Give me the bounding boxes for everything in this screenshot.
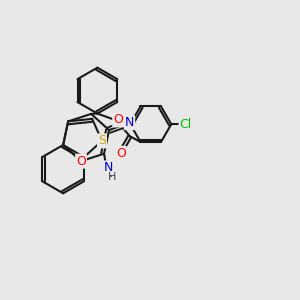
Text: O: O (116, 147, 126, 160)
Text: S: S (98, 134, 106, 147)
Text: N: N (103, 161, 113, 175)
Text: O: O (113, 113, 123, 127)
Text: N: N (125, 116, 134, 129)
Text: Cl: Cl (180, 118, 192, 131)
Text: O: O (76, 155, 86, 168)
Text: H: H (107, 172, 116, 182)
